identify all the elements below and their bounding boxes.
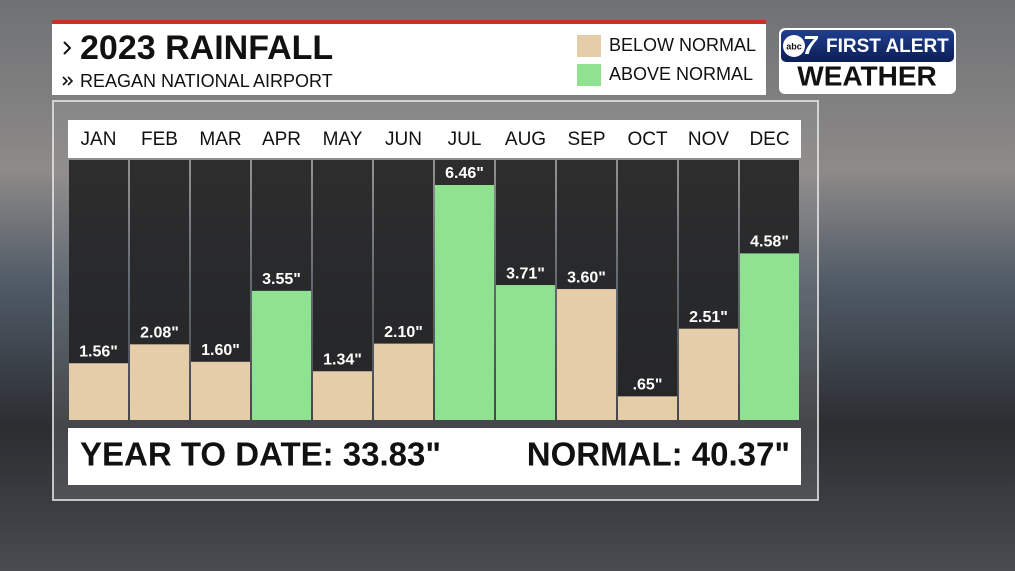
value-label: 2.10"	[384, 324, 423, 341]
legend-label: ABOVE NORMAL	[609, 64, 753, 84]
value-label: .65"	[633, 377, 663, 394]
bar	[69, 363, 128, 420]
logo-circle	[783, 35, 805, 57]
x-tick-label: JUN	[385, 129, 422, 150]
x-tick-label: AUG	[505, 129, 546, 150]
logo-channel: 7	[803, 30, 819, 60]
month-header	[68, 120, 801, 158]
bar	[557, 289, 616, 420]
logo-network: abc	[786, 41, 802, 51]
year-to-date: YEAR TO DATE: 33.83"	[80, 436, 441, 473]
x-tick-label: MAY	[323, 129, 363, 150]
value-label: 1.34"	[323, 351, 362, 368]
bar	[740, 253, 799, 420]
normal-total: NORMAL: 40.37"	[527, 436, 790, 473]
bar	[679, 328, 738, 420]
logo-line1: FIRST ALERT	[826, 36, 949, 57]
value-label: 6.46"	[445, 165, 484, 182]
x-tick-label: OCT	[627, 129, 668, 150]
value-label: 4.58"	[750, 234, 789, 251]
x-tick-label: MAR	[199, 129, 241, 150]
legend: BELOW NORMAL ABOVE NORMAL	[577, 35, 756, 86]
title-chevron	[63, 41, 72, 55]
bar	[618, 396, 677, 420]
x-tick-label: SEP	[567, 129, 605, 150]
columns: JAN 1.56" FEB 2.08" MAR 1.60" APR 3.55" MAY 1.34"…	[69, 129, 799, 420]
x-tick-label: FEB	[141, 129, 178, 150]
legend-swatch	[577, 64, 601, 86]
value-label: 3.71"	[506, 265, 545, 282]
header-accent	[52, 20, 766, 24]
value-label: 1.60"	[201, 342, 240, 359]
legend-swatch	[577, 35, 601, 57]
value-label: 3.55"	[262, 271, 301, 288]
value-label: 2.08"	[140, 325, 179, 342]
value-label: 2.51"	[689, 309, 728, 326]
logo-band	[781, 30, 954, 62]
footer	[68, 428, 801, 485]
value-label: 3.60"	[567, 269, 606, 286]
x-tick-label: JUL	[448, 129, 482, 150]
header	[52, 24, 766, 95]
x-tick-label: APR	[262, 129, 301, 150]
column-bg	[618, 160, 677, 420]
bar	[313, 371, 372, 420]
value-label: 1.56"	[79, 343, 118, 360]
bar	[374, 343, 433, 420]
subtitle-chevron	[62, 76, 74, 86]
bar	[435, 185, 494, 420]
logo-line2: WEATHER	[797, 60, 936, 91]
legend-label: BELOW NORMAL	[609, 35, 756, 55]
chart-title: 2023 RAINFALL	[80, 29, 333, 67]
bar	[252, 290, 311, 420]
bar	[496, 285, 555, 420]
bar	[130, 344, 189, 420]
chart-subtitle: REAGAN NATIONAL AIRPORT	[80, 71, 333, 91]
bar	[191, 361, 250, 420]
x-tick-label: DEC	[749, 129, 789, 150]
x-tick-label: JAN	[81, 129, 117, 150]
x-tick-label: NOV	[688, 129, 730, 150]
